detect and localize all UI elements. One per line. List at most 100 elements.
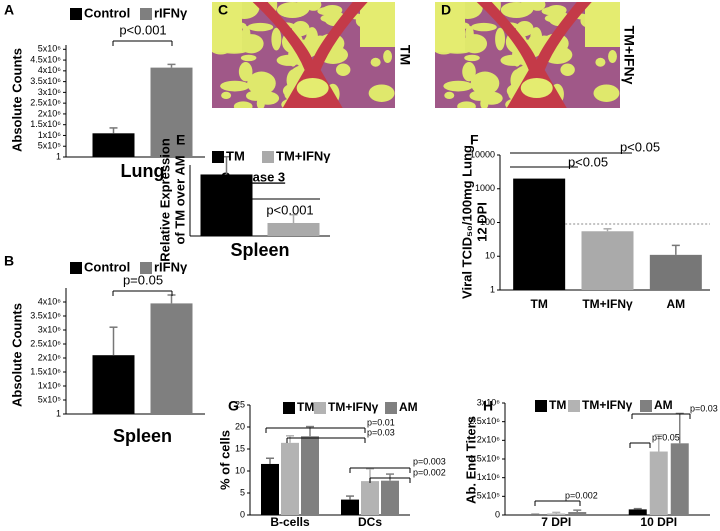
y-tick-label: 2x10⁶ <box>38 352 62 362</box>
x-tick-label: B-cells <box>270 515 310 529</box>
y-tick-label: 4x10⁶ <box>38 65 62 75</box>
alveolus <box>470 22 497 32</box>
alveolus <box>457 101 476 108</box>
annotation: p=0.03 <box>690 403 718 413</box>
y-tick-label: 3.5x10⁶ <box>30 76 61 86</box>
y-axis-label: Relative Expression <box>157 138 172 262</box>
y-tick-label: 5x10⁵ <box>38 394 62 404</box>
airspace <box>435 2 465 52</box>
alveolus <box>495 27 506 51</box>
y-tick-label: 1000 <box>475 183 495 193</box>
panel-letter: G <box>228 398 239 414</box>
image-label: TM+IFNγ <box>621 26 637 85</box>
alveolus <box>595 57 606 67</box>
y-tick-label: 1 <box>56 408 61 418</box>
annotation: p=0.03 <box>367 427 395 437</box>
annotation: p<0.05 <box>568 154 608 169</box>
y-tick-label: 5x10⁵ <box>38 141 62 151</box>
bar <box>581 231 634 290</box>
alveolus <box>233 101 253 108</box>
y-tick-label: 10 <box>485 251 495 261</box>
y-axis-label: 12 DPI <box>474 202 489 242</box>
alveolus <box>608 50 617 64</box>
legend-swatch <box>535 400 547 412</box>
bar <box>150 303 193 414</box>
histology-image <box>212 2 395 108</box>
annotation: p<0.001 <box>266 202 313 217</box>
alveolus <box>500 2 533 18</box>
y-tick-label: 1x10⁶ <box>38 380 62 390</box>
y-tick-label: 3x10⁶ <box>38 324 62 334</box>
x-tick-label: 10 DPI <box>640 515 677 529</box>
y-tick-label: 1x10⁶ <box>477 472 501 482</box>
alveolus <box>221 91 232 100</box>
legend-label: AM <box>654 398 673 412</box>
alveolus <box>443 80 473 92</box>
bar <box>341 499 359 515</box>
y-tick-label: 1.5x10⁶ <box>30 119 61 129</box>
annotation: p=0.002 <box>413 467 446 477</box>
y-axis-label: of TM over AM <box>172 155 187 244</box>
y-tick-label: 2.5x10⁶ <box>30 98 61 108</box>
y-tick-label: 3x10⁶ <box>477 397 501 407</box>
legend-swatch <box>568 400 580 412</box>
annotation: p=0.003 <box>413 456 446 466</box>
y-tick-label: 1.5x10⁶ <box>469 453 500 463</box>
alveolus <box>480 91 503 105</box>
bar <box>381 480 399 515</box>
bar <box>301 436 319 515</box>
alveolus <box>238 62 253 82</box>
y-tick-label: 2x10⁶ <box>477 435 501 445</box>
y-tick-label: 1 <box>56 151 61 161</box>
panel-letter: C <box>218 2 228 18</box>
y-tick-label: 2x10⁶ <box>38 108 62 118</box>
y-tick-label: 5x10⁵ <box>477 491 501 501</box>
y-tick-label: 1x10⁶ <box>38 130 62 140</box>
alveolus <box>317 7 336 16</box>
airspace <box>360 2 395 47</box>
alveolus <box>241 25 251 43</box>
bar <box>628 509 647 515</box>
legend-swatch <box>140 8 152 20</box>
legend-label: Control <box>84 5 130 20</box>
alveolus <box>465 25 474 43</box>
legend-swatch <box>640 400 652 412</box>
alveolus <box>256 91 280 105</box>
vessel <box>476 2 592 108</box>
y-tick-label: 20 <box>235 421 245 431</box>
legend-swatch <box>385 402 397 414</box>
legend-label: rIFNγ <box>154 259 188 274</box>
legend-label: Control <box>84 259 130 274</box>
lumen <box>520 78 553 98</box>
bar <box>281 442 299 515</box>
alveolus <box>515 20 534 37</box>
y-tick-label: 10000 <box>470 149 495 159</box>
bar <box>670 443 689 515</box>
bar <box>513 178 566 290</box>
alveolus <box>247 71 276 95</box>
y-axis-label: Absolute Counts <box>9 48 24 152</box>
panel-letter: F <box>470 132 479 148</box>
alveolus <box>370 57 381 67</box>
y-axis-label: Ab. End Titers <box>463 416 478 504</box>
legend-label: TM <box>226 148 245 163</box>
bar <box>267 222 320 236</box>
x-tick-label: DCs <box>358 515 382 529</box>
y-tick-label: 0 <box>495 509 500 519</box>
annotation: p<0.001 <box>119 22 166 37</box>
y-tick-label: 3.5x10⁶ <box>30 310 61 320</box>
x-tick-label: TM+IFNγ <box>582 297 633 311</box>
alveolus <box>464 54 480 62</box>
legend-label: TM <box>297 400 314 414</box>
annotation: p=0.05 <box>652 432 680 442</box>
y-tick-label: 4.5x10⁶ <box>30 54 61 64</box>
y-tick-label: 25 <box>235 399 245 409</box>
bar <box>547 513 566 515</box>
alveolus <box>220 80 250 92</box>
legend-swatch <box>314 402 326 414</box>
y-axis-label: % of cells <box>217 430 232 490</box>
bar <box>150 67 193 157</box>
alveolus <box>541 7 560 16</box>
